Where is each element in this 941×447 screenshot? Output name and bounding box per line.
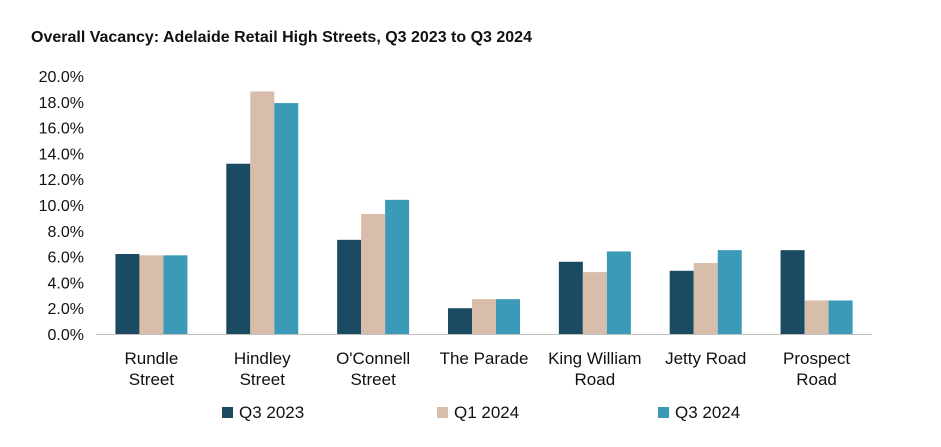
x-tick-label: Road [575,370,616,389]
y-tick-label: 4.0% [48,275,84,292]
y-tick-label: 2.0% [48,301,84,318]
bar [669,270,694,334]
bar [361,214,386,334]
x-tick-label: Jetty Road [665,349,746,368]
y-tick-label: 10.0% [39,198,84,215]
bar [606,251,631,334]
y-tick-label: 6.0% [48,250,84,267]
bar [163,255,188,334]
legend-swatch [658,407,669,418]
bar [250,91,275,334]
x-tick-label: Road [796,370,837,389]
y-tick-label: 18.0% [39,95,84,112]
y-tick-label: 0.0% [48,327,84,344]
y-tick-label: 14.0% [39,146,84,163]
bar [717,250,742,334]
x-tick-label: Prospect [783,349,850,368]
bar [385,199,410,334]
bar [274,103,299,334]
x-tick-label: Hindley [234,349,291,368]
x-axis: Rundle Street Hindley Street O'Connell Street… [96,334,872,389]
bar [828,300,853,334]
bar [448,308,472,334]
bar [804,300,829,334]
y-tick-label: 12.0% [39,172,84,189]
legend-label: Q3 2023 [239,403,304,422]
x-tick-label: The Parade [440,349,529,368]
bar [472,299,496,334]
x-tick-label: Street [240,370,286,389]
legend-label: Q1 2024 [454,403,519,422]
x-tick-label: Rundle [124,349,178,368]
x-tick-label: Street [129,370,175,389]
y-tick-label: 16.0% [39,121,84,138]
bar [582,272,607,334]
bars [115,91,853,334]
x-tick-label: King William [548,349,642,368]
bar [337,239,362,334]
bar [496,299,520,334]
chart-title: Overall Vacancy: Adelaide Retail High St… [31,29,532,46]
bar [139,255,164,334]
x-tick-label: O'Connell [336,349,410,368]
y-tick-label: 20.0% [39,69,84,86]
legend: Q3 2023 Q1 2024 Q3 2024 [222,403,740,422]
bar [693,263,718,334]
x-tick-label: Street [350,370,396,389]
legend-swatch [222,407,233,418]
bar [780,250,805,334]
legend-swatch [437,407,448,418]
y-tick-label: 8.0% [48,224,84,241]
legend-label: Q3 2024 [675,403,740,422]
bar [226,163,251,334]
bar [115,254,140,334]
y-axis: 0.0% 2.0% 4.0% 6.0% 8.0% 10.0% 12.0% 14.0% 16.0%… [39,69,84,344]
bar [558,261,583,334]
